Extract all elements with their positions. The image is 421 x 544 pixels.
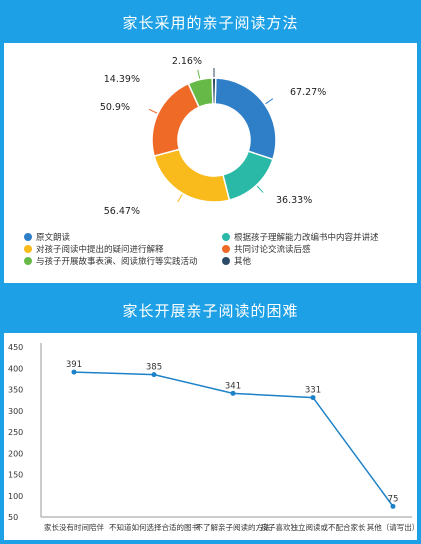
- data-point: [230, 390, 236, 396]
- pie-section-title: 家长采用的亲子阅读方法: [122, 14, 299, 32]
- y-tick-label: 400: [8, 364, 23, 373]
- data-label: 385: [146, 363, 162, 373]
- legend-dot: [24, 245, 32, 253]
- pie-value-label: 2.16%: [172, 56, 202, 67]
- pie-chart-panel: 67.27% 36.33% 56.47% 50.9% 14.39% 2.16% 原文朗读 根…: [4, 43, 417, 283]
- pie-leader-line: [265, 98, 274, 105]
- pie-value-label: 50.9%: [100, 102, 130, 113]
- legend-label: 共同讨论交流读后感: [234, 245, 311, 255]
- legend-item: 对孩子阅读中提出的疑问进行解释: [24, 243, 164, 255]
- legend-label: 对孩子阅读中提出的疑问进行解释: [36, 245, 164, 255]
- legend-label: 原文朗读: [36, 233, 71, 243]
- y-tick-label: 50: [8, 513, 18, 522]
- donut-chart: 67.27% 36.33% 56.47% 50.9% 14.39% 2.16%: [100, 56, 326, 217]
- pie-leader-line: [197, 69, 201, 79]
- pie-value-label: 14.39%: [104, 74, 140, 85]
- x-tick-label: 不了解亲子阅读的方法: [196, 522, 271, 532]
- data-point: [71, 369, 77, 375]
- pie-leader-line: [256, 185, 264, 193]
- data-label: 391: [66, 360, 82, 370]
- data-label: 341: [225, 381, 241, 391]
- legend-dot: [222, 257, 230, 265]
- data-label: 75: [388, 494, 399, 504]
- line-chart: 450 400 350 300 250 200 150 100 50 家长没有时间陪伴 不知道如何选…: [8, 343, 419, 532]
- legend-label: 其他: [234, 257, 252, 267]
- y-tick-label: 300: [8, 407, 23, 416]
- legend-item: 与孩子开展故事表演、阅读旅行等实践活动: [24, 255, 198, 267]
- y-tick-label: 150: [8, 471, 23, 480]
- legend-dot: [222, 245, 230, 253]
- data-point: [390, 503, 396, 509]
- pie-value-label: 67.27%: [290, 87, 326, 98]
- data-point: [151, 372, 157, 378]
- x-tick-label: 不知道如何选择合适的图书: [109, 522, 199, 532]
- legend-item: 原文朗读: [24, 231, 70, 243]
- legend-dot: [222, 233, 230, 241]
- legend-item: 根据孩子理解能力改编书中内容并讲述: [222, 231, 379, 243]
- x-tick-label: 孩子喜欢独立阅读或不配合家长: [261, 522, 366, 532]
- y-tick-label: 200: [8, 449, 23, 458]
- line-chart-panel: 450 400 350 300 250 200 150 100 50 家长没有时间陪伴 不知道如何选…: [4, 333, 419, 540]
- pie-slice: [211, 77, 217, 105]
- legend-item: 共同讨论交流读后感: [222, 243, 311, 255]
- data-point: [310, 395, 316, 401]
- pie-value-label: 36.33%: [276, 195, 312, 206]
- y-tick-label: 450: [8, 343, 23, 352]
- pie-slice: [222, 150, 274, 201]
- data-label: 331: [305, 386, 321, 396]
- legend-item: 其他: [222, 255, 251, 267]
- pie-slice: [214, 77, 277, 161]
- line-section-title: 家长开展亲子阅读的困难: [122, 302, 299, 320]
- pie-value-label: 56.47%: [104, 206, 140, 217]
- y-tick-label: 100: [8, 492, 23, 501]
- x-tick-label: 家长没有时间陪伴: [44, 522, 104, 532]
- pie-slice: [151, 82, 201, 157]
- legend-dot: [24, 233, 32, 241]
- y-tick-label: 350: [8, 386, 23, 395]
- x-tick-label: 其他（请写出）: [367, 522, 417, 532]
- y-tick-label: 250: [8, 428, 23, 437]
- pie-leader-line: [177, 194, 183, 203]
- pie-leader-line: [148, 108, 158, 114]
- legend-label: 根据孩子理解能力改编书中内容并讲述: [234, 233, 379, 243]
- legend-label: 与孩子开展故事表演、阅读旅行等实践活动: [36, 257, 198, 267]
- legend-dot: [24, 257, 32, 265]
- pie-slice: [153, 148, 231, 203]
